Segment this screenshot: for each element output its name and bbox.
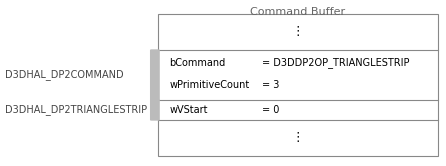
- Text: D3DHAL_DP2COMMAND: D3DHAL_DP2COMMAND: [5, 70, 124, 81]
- Text: D3DHAL_DP2TRIANGLESTRIP: D3DHAL_DP2TRIANGLESTRIP: [5, 105, 147, 116]
- Text: = 0: = 0: [262, 105, 279, 115]
- FancyBboxPatch shape: [150, 99, 160, 121]
- Text: wVStart: wVStart: [169, 105, 208, 115]
- Text: ⋮: ⋮: [292, 131, 304, 144]
- FancyBboxPatch shape: [150, 49, 160, 101]
- Text: = D3DDP2OP_TRIANGLESTRIP: = D3DDP2OP_TRIANGLESTRIP: [262, 58, 409, 68]
- Text: ⋮: ⋮: [292, 26, 304, 39]
- Bar: [158, 14, 438, 156]
- Text: bCommand: bCommand: [169, 58, 225, 68]
- Text: Command Buffer: Command Buffer: [251, 7, 346, 17]
- Text: wPrimitiveCount: wPrimitiveCount: [169, 80, 249, 90]
- Text: = 3: = 3: [262, 80, 279, 90]
